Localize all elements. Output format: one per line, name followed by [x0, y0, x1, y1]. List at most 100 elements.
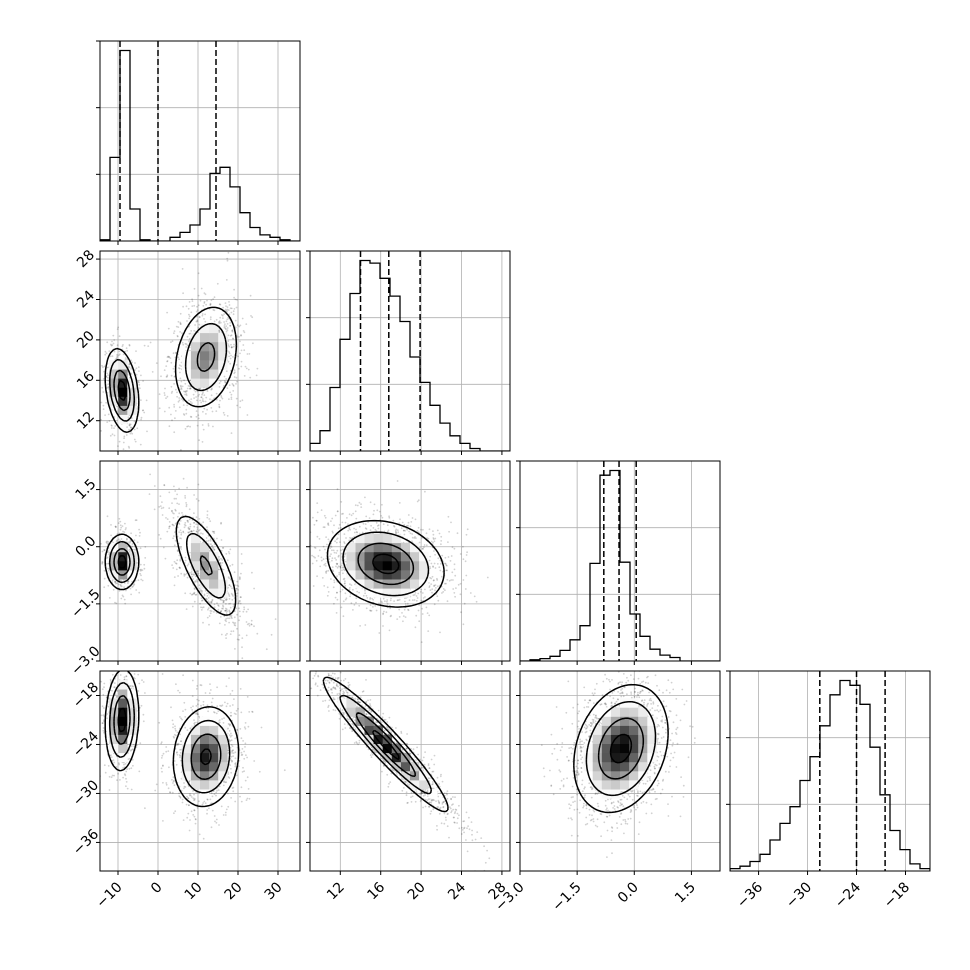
scatter-point: [226, 387, 229, 389]
scatter-point: [430, 577, 433, 580]
scatter-point: [216, 537, 218, 540]
scatter-point: [348, 587, 351, 589]
scatter-point: [97, 548, 99, 550]
scatter-point: [128, 344, 131, 347]
scatter-point: [433, 540, 436, 543]
scatter-point: [377, 527, 380, 530]
scatter-point: [121, 525, 124, 527]
scatter-point: [196, 528, 199, 531]
scatter-point: [209, 683, 211, 685]
scatter-point: [176, 493, 179, 496]
scatter-point: [342, 572, 344, 575]
panel-frame: [309, 460, 511, 662]
scatter-point: [183, 379, 186, 382]
scatter-point: [128, 343, 131, 346]
scatter-point: [173, 375, 176, 378]
density-cell: [382, 588, 393, 598]
scatter-point: [381, 516, 384, 519]
scatter-point: [178, 358, 181, 361]
scatter-point: [138, 528, 141, 531]
density-cell: [209, 360, 219, 370]
scatter-point: [178, 523, 181, 526]
scatter-point: [241, 637, 244, 639]
scatter-point: [195, 498, 198, 500]
scatter-point: [206, 299, 208, 302]
density-cell: [410, 570, 420, 580]
scatter-point: [401, 521, 404, 524]
scatter-point: [196, 713, 199, 715]
scatter-point: [238, 576, 241, 579]
scatter-point: [206, 812, 208, 815]
scatter-point: [184, 559, 187, 562]
scatter-point: [205, 303, 208, 306]
scatter-point: [223, 380, 226, 382]
scatter-point: [382, 625, 384, 627]
scatter-point: [188, 385, 191, 388]
scatter-point: [119, 583, 122, 586]
scatter-point: [168, 425, 171, 428]
scatter-point: [201, 424, 204, 426]
scatter-point: [176, 559, 179, 562]
scatter-point: [322, 526, 325, 528]
scatter-point: [407, 521, 410, 524]
scatter-point: [370, 524, 372, 527]
scatter-point: [173, 485, 175, 488]
scatter-point: [173, 535, 175, 537]
scatter-point: [193, 287, 196, 290]
scatter-point: [395, 532, 398, 534]
scatter-point: [231, 330, 234, 333]
scatter-point: [168, 525, 171, 528]
scatter-point: [229, 357, 232, 360]
scatter-point: [233, 343, 235, 346]
scatter-point: [165, 397, 167, 400]
density-cell: [391, 588, 402, 598]
scatter-point: [179, 520, 182, 522]
scatter-point: [232, 621, 234, 624]
scatter-point: [188, 518, 191, 521]
scatter-point: [243, 375, 246, 377]
scatter-point: [110, 409, 113, 411]
density-cell: [373, 570, 383, 580]
density-cell: [200, 570, 210, 580]
scatter-point: [189, 592, 192, 595]
density-contour: [357, 542, 415, 586]
scatter-point: [243, 608, 246, 611]
scatter-point: [170, 385, 173, 388]
scatter-point: [143, 344, 146, 347]
scatter-point: [198, 316, 201, 319]
scatter-point: [188, 399, 190, 402]
scatter-point: [220, 521, 223, 524]
scatter-point: [413, 594, 416, 596]
scatter-point: [95, 409, 97, 411]
scatter-point: [358, 604, 361, 607]
scatter-point: [103, 370, 105, 373]
scatter-point: [329, 555, 331, 558]
scatter-point: [433, 562, 436, 565]
scatter-point: [355, 597, 358, 600]
scatter-point: [175, 497, 178, 500]
scatter-point: [228, 584, 231, 586]
scatter-point: [187, 812, 190, 815]
density-contour: [104, 515, 237, 616]
scatter-point: [178, 399, 181, 402]
scatter-point: [388, 516, 391, 519]
density-cell: [419, 570, 429, 580]
scatter-point: [166, 374, 169, 377]
scatter-point: [417, 592, 420, 595]
density-cell: [382, 542, 393, 553]
scatter-point: [186, 519, 189, 522]
scatter-point: [444, 582, 446, 585]
scatter-point: [177, 400, 180, 403]
scatter-point: [178, 364, 181, 367]
scatter-point: [166, 311, 169, 314]
scatter-point: [442, 591, 445, 593]
scatter-point: [197, 272, 200, 275]
scatter-point: [475, 600, 478, 603]
scatter-point: [101, 386, 104, 389]
scatter-point: [348, 588, 351, 591]
scatter-point: [213, 296, 216, 299]
scatter-point: [114, 582, 117, 585]
scatter-point: [196, 305, 198, 308]
scatter-point: [170, 392, 173, 394]
scatter-point: [246, 696, 249, 698]
